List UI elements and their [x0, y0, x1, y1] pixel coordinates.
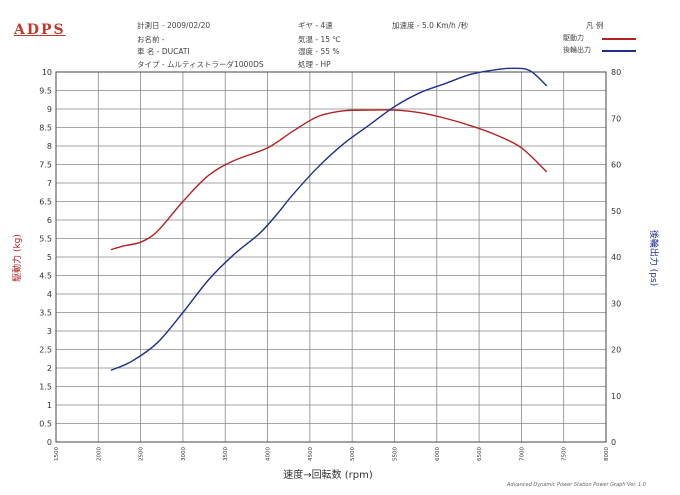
- legend-swatch-driving-force: [602, 38, 636, 40]
- info-vehicle: 車 名 - DUCATI: [137, 47, 190, 56]
- y2-tick-labels: 0 10 20 30 40 50 60 70 80: [611, 68, 621, 447]
- y-tick-label: 9: [47, 105, 52, 114]
- x-tick-label: 3500: [223, 447, 229, 461]
- y-tick-label: 1: [47, 401, 52, 410]
- legend-title: 凡 例: [586, 21, 604, 30]
- info-temp: 気温 - 15 ℃: [298, 35, 341, 44]
- x-tick-label: 4500: [308, 447, 314, 461]
- x-tick-label: 5000: [350, 447, 356, 461]
- y-tick-label: 2: [47, 364, 52, 373]
- info-humidity: 湿度 - 55 %: [298, 47, 340, 56]
- y-tick-label: 2.5: [39, 346, 52, 355]
- series-lines: [110, 67, 548, 371]
- y2-tick-label: 60: [611, 161, 621, 170]
- y-tick-label: 9.5: [39, 87, 52, 96]
- x-tick-labels: 1500 2000 2500 3000 3500 4000 4500 5000 5500 6000…: [54, 447, 610, 461]
- y2-tick-label: 70: [611, 114, 621, 123]
- y-tick-label: 6.5: [39, 198, 52, 207]
- driving-force-line: [110, 109, 548, 251]
- info-unit: 処理 - HP: [298, 60, 331, 69]
- info-gear: ギヤ - 4速: [298, 21, 333, 30]
- y2-tick-label: 80: [611, 68, 621, 77]
- y-tick-label: 3.5: [39, 309, 52, 318]
- x-tick-label: 7500: [562, 447, 568, 461]
- x-tick-label: 2000: [96, 447, 102, 461]
- y2-tick-label: 20: [611, 346, 621, 355]
- y-tick-label: 3: [47, 327, 52, 336]
- x-tick-label: 2500: [139, 447, 145, 461]
- y-tick-label: 7: [47, 179, 52, 188]
- legend-swatch-rear-power: [602, 50, 636, 52]
- info-date: 計測日 - 2009/02/20: [137, 21, 211, 30]
- legend-label-rear-power: 後輪出力: [563, 46, 591, 54]
- x-tick-label: 7000: [519, 447, 525, 461]
- y-tick-label: 5: [47, 253, 52, 262]
- legend-label-driving-force: 駆動力: [563, 34, 584, 42]
- y-tick-label: 0.5: [39, 420, 52, 429]
- info-accel: 加速度 - 5.0 Km/h /秒: [392, 21, 469, 30]
- chart-grid: [55, 71, 607, 443]
- x-tick-label: 1500: [54, 447, 60, 461]
- y2-tick-label: 10: [611, 392, 621, 401]
- y-tick-label: 6: [47, 216, 52, 225]
- x-tick-label: 4000: [266, 447, 272, 461]
- info-type: タイプ - ムルティストラーダ1000DS: [137, 60, 264, 69]
- y2-tick-label: 50: [611, 207, 621, 216]
- y2-tick-label: 40: [611, 253, 621, 262]
- y-tick-label: 1.5: [39, 383, 52, 392]
- y-tick-label: 5.5: [39, 235, 52, 244]
- y-tick-label: 8: [47, 142, 52, 151]
- y-tick-label: 4.5: [39, 272, 52, 281]
- x-tick-label: 3000: [181, 447, 187, 461]
- y2-axis-label: 後輪出力 (ps): [648, 230, 660, 286]
- footer-note: Advanced Dynamic Power Station Power Gra…: [506, 482, 646, 488]
- x-tick-label: 6500: [477, 447, 483, 461]
- logo: ADPS: [14, 22, 66, 38]
- x-tick-label: 5500: [392, 447, 398, 461]
- x-tick-label: 6000: [435, 447, 441, 461]
- rear-power-line: [110, 67, 548, 371]
- x-axis-label: 速度→回転数 (rpm): [283, 468, 373, 481]
- plot-frame: [55, 71, 607, 443]
- y-tick-label: 0: [47, 438, 52, 447]
- y-tick-label: 10: [42, 68, 52, 77]
- y-tick-label: 8.5: [39, 124, 52, 133]
- info-name: お名前 -: [137, 35, 165, 44]
- y-tick-labels: 0 0.5 1 1.5 2 2.5 3 3.5 4 4.5 5 5.5 6 6.5 7 7.5 8 8.5 9 9.5…: [39, 68, 52, 447]
- y-axis-label: 駆動力 (kg): [11, 234, 23, 282]
- x-tick-label: 8000: [604, 447, 610, 461]
- y2-tick-label: 30: [611, 299, 621, 308]
- y2-tick-label: 0: [611, 438, 616, 447]
- y-tick-label: 7.5: [39, 161, 52, 170]
- y-tick-label: 4: [47, 290, 52, 299]
